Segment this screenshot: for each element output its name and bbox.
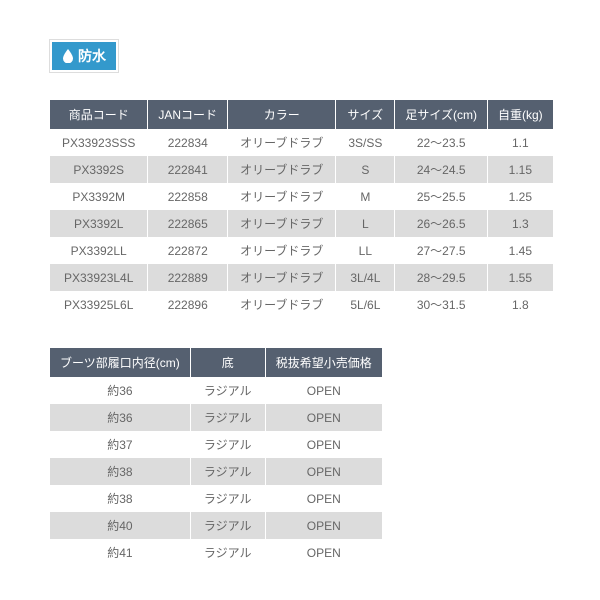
table-cell: オリーブドラブ	[228, 210, 336, 237]
table-cell: ラジアル	[190, 485, 265, 512]
table-cell: ラジアル	[190, 404, 265, 431]
table-cell: ラジアル	[190, 458, 265, 485]
column-header: ブーツ部履口内径(cm)	[50, 348, 190, 377]
table-cell: 222896	[148, 291, 228, 318]
column-header: サイズ	[336, 100, 395, 129]
table-cell: 26～26.5	[395, 210, 488, 237]
column-header: カラー	[228, 100, 336, 129]
table-cell: 222858	[148, 183, 228, 210]
table-cell: OPEN	[265, 431, 382, 458]
table-cell: ラジアル	[190, 431, 265, 458]
table-cell: OPEN	[265, 377, 382, 404]
table-cell: 1.45	[488, 237, 553, 264]
table-cell: OPEN	[265, 512, 382, 539]
column-header: JANコード	[148, 100, 228, 129]
table-cell: 25～25.5	[395, 183, 488, 210]
table-cell: 1.3	[488, 210, 553, 237]
table-row: PX33923SSS222834オリーブドラブ3S/SS22～23.51.1	[50, 129, 553, 156]
table-cell: 1.25	[488, 183, 553, 210]
table-cell: オリーブドラブ	[228, 183, 336, 210]
table-cell: 約38	[50, 458, 190, 485]
table-row: PX3392M222858オリーブドラブM25～25.51.25	[50, 183, 553, 210]
column-header: 商品コード	[50, 100, 148, 129]
table-row: 約36ラジアルOPEN	[50, 377, 382, 404]
table-cell: M	[336, 183, 395, 210]
table-cell: オリーブドラブ	[228, 156, 336, 183]
table-header-row: 商品コードJANコードカラーサイズ足サイズ(cm)自重(kg)	[50, 100, 553, 129]
table-cell: 約36	[50, 377, 190, 404]
table-cell: 24～24.5	[395, 156, 488, 183]
table-cell: 約40	[50, 512, 190, 539]
table-cell: 222872	[148, 237, 228, 264]
table-cell: OPEN	[265, 539, 382, 566]
table-cell: ラジアル	[190, 539, 265, 566]
table-cell: 1.1	[488, 129, 553, 156]
table-cell: OPEN	[265, 404, 382, 431]
table-row: 約40ラジアルOPEN	[50, 512, 382, 539]
table-cell: PX3392S	[50, 156, 148, 183]
table-cell: 1.8	[488, 291, 553, 318]
table-cell: 22～23.5	[395, 129, 488, 156]
table-cell: LL	[336, 237, 395, 264]
table-row: 約37ラジアルOPEN	[50, 431, 382, 458]
table-cell: PX33923SSS	[50, 129, 148, 156]
table-cell: 1.55	[488, 264, 553, 291]
table-cell: 222865	[148, 210, 228, 237]
table-cell: ラジアル	[190, 377, 265, 404]
table-row: 約41ラジアルOPEN	[50, 539, 382, 566]
table-cell: OPEN	[265, 485, 382, 512]
table-cell: PX3392L	[50, 210, 148, 237]
product-spec-table-2: ブーツ部履口内径(cm)底税抜希望小売価格 約36ラジアルOPEN約36ラジアル…	[50, 348, 382, 566]
table-cell: 約41	[50, 539, 190, 566]
product-spec-table-1: 商品コードJANコードカラーサイズ足サイズ(cm)自重(kg) PX33923S…	[50, 100, 553, 318]
table-cell: 約36	[50, 404, 190, 431]
table-cell: 1.15	[488, 156, 553, 183]
column-header: 税抜希望小売価格	[265, 348, 382, 377]
table-cell: S	[336, 156, 395, 183]
table-row: 約38ラジアルOPEN	[50, 458, 382, 485]
table-header-row: ブーツ部履口内径(cm)底税抜希望小売価格	[50, 348, 382, 377]
column-header: 足サイズ(cm)	[395, 100, 488, 129]
table-cell: 3L/4L	[336, 264, 395, 291]
table-row: PX33923L4L222889オリーブドラブ3L/4L28～29.51.55	[50, 264, 553, 291]
table-cell: 30～31.5	[395, 291, 488, 318]
table-cell: 3S/SS	[336, 129, 395, 156]
table-cell: OPEN	[265, 458, 382, 485]
table-row: PX33925L6L222896オリーブドラブ5L/6L30～31.51.8	[50, 291, 553, 318]
table-cell: PX3392M	[50, 183, 148, 210]
table-cell: 約38	[50, 485, 190, 512]
table-cell: 222841	[148, 156, 228, 183]
badge-label: 防水	[78, 46, 106, 66]
table-row: PX3392L222865オリーブドラブL26～26.51.3	[50, 210, 553, 237]
table-cell: オリーブドラブ	[228, 129, 336, 156]
table-cell: PX3392LL	[50, 237, 148, 264]
table-cell: L	[336, 210, 395, 237]
table-row: PX3392LL222872オリーブドラブLL27～27.51.45	[50, 237, 553, 264]
table-cell: 222834	[148, 129, 228, 156]
table-cell: オリーブドラブ	[228, 237, 336, 264]
table-cell: オリーブドラブ	[228, 264, 336, 291]
table-row: PX3392S222841オリーブドラブS24～24.51.15	[50, 156, 553, 183]
waterproof-badge: 防水	[50, 40, 118, 72]
droplet-icon	[62, 49, 74, 63]
column-header: 自重(kg)	[488, 100, 553, 129]
table-cell: 5L/6L	[336, 291, 395, 318]
column-header: 底	[190, 348, 265, 377]
table-row: 約36ラジアルOPEN	[50, 404, 382, 431]
table-cell: オリーブドラブ	[228, 291, 336, 318]
table-cell: 222889	[148, 264, 228, 291]
table-cell: ラジアル	[190, 512, 265, 539]
table-cell: PX33925L6L	[50, 291, 148, 318]
table-cell: PX33923L4L	[50, 264, 148, 291]
table-cell: 約37	[50, 431, 190, 458]
table-cell: 27～27.5	[395, 237, 488, 264]
table-row: 約38ラジアルOPEN	[50, 485, 382, 512]
table-cell: 28～29.5	[395, 264, 488, 291]
